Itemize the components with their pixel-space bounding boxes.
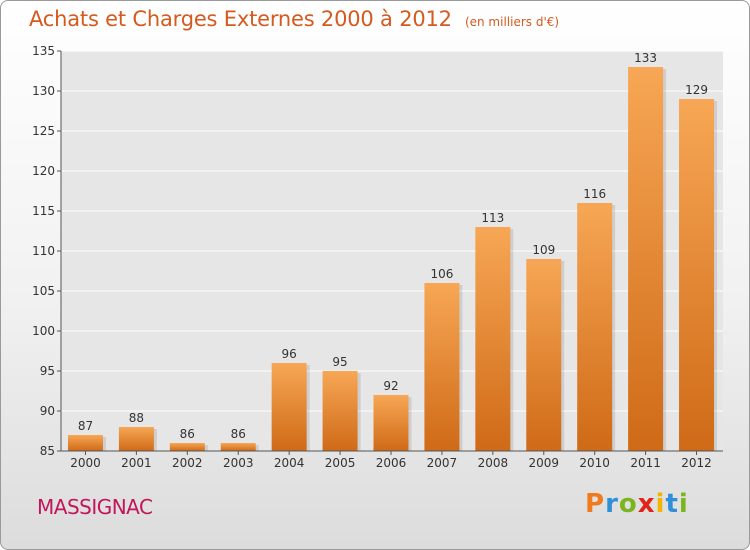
data-label: 88 — [129, 411, 144, 425]
bar — [424, 283, 460, 451]
logo-letter: o — [618, 489, 638, 519]
data-label: 106 — [430, 267, 453, 281]
x-tick-label: 2009 — [528, 456, 559, 470]
bar — [526, 259, 562, 451]
x-tick-label: 2004 — [274, 456, 305, 470]
chart-title: Achats et Charges Externes 2000 à 2012 (… — [29, 7, 559, 31]
y-tick-label: 100 — [32, 324, 55, 338]
data-label: 129 — [685, 83, 708, 97]
bar — [577, 203, 613, 451]
city-name: MASSIGNAC — [37, 495, 153, 519]
bar — [373, 395, 409, 451]
bar — [628, 67, 664, 451]
x-tick-label: 2006 — [376, 456, 407, 470]
y-tick-label: 115 — [32, 204, 55, 218]
logo-letter: i — [655, 489, 666, 519]
proxiti-logo: Proxiti — [585, 489, 689, 519]
y-tick-label: 105 — [32, 284, 55, 298]
y-tick-label: 130 — [32, 84, 55, 98]
bar — [322, 371, 358, 451]
x-tick-label: 2005 — [325, 456, 356, 470]
bar — [67, 435, 103, 451]
x-tick-label: 2008 — [478, 456, 509, 470]
y-tick-label: 90 — [40, 404, 55, 418]
x-tick-label: 2003 — [223, 456, 254, 470]
logo-letter: P — [585, 489, 606, 519]
title-text: Achats et Charges Externes 2000 à 2012 — [29, 7, 452, 31]
x-tick-label: 2007 — [427, 456, 458, 470]
logo-letter: r — [605, 489, 619, 519]
bar — [220, 443, 256, 451]
data-label: 116 — [583, 187, 606, 201]
x-tick-label: 2010 — [579, 456, 610, 470]
x-tick-label: 2012 — [681, 456, 712, 470]
data-label: 95 — [332, 355, 347, 369]
bar — [475, 227, 511, 451]
data-label: 109 — [532, 243, 555, 257]
data-label: 113 — [481, 211, 504, 225]
bar — [169, 443, 205, 451]
data-label: 87 — [78, 419, 93, 433]
bar — [271, 363, 307, 451]
data-label: 92 — [383, 379, 398, 393]
x-tick-label: 2011 — [630, 456, 661, 470]
logo-letter: t — [665, 489, 679, 519]
x-tick-label: 2001 — [121, 456, 152, 470]
data-label: 86 — [180, 427, 195, 441]
y-tick-label: 110 — [32, 244, 55, 258]
unit-note: (en milliers d'€) — [464, 15, 560, 29]
y-tick-label: 85 — [40, 444, 55, 458]
data-label: 86 — [231, 427, 246, 441]
data-label: 133 — [634, 51, 657, 65]
data-label: 96 — [282, 347, 297, 361]
bar — [679, 99, 715, 451]
bar — [118, 427, 154, 451]
x-tick-label: 2002 — [172, 456, 203, 470]
y-tick-label: 125 — [32, 124, 55, 138]
y-tick-label: 95 — [40, 364, 55, 378]
y-tick-label: 135 — [32, 44, 55, 58]
logo-letter: i — [678, 489, 689, 519]
y-tick-label: 120 — [32, 164, 55, 178]
x-tick-label: 2000 — [70, 456, 101, 470]
logo-letter: x — [637, 489, 656, 519]
